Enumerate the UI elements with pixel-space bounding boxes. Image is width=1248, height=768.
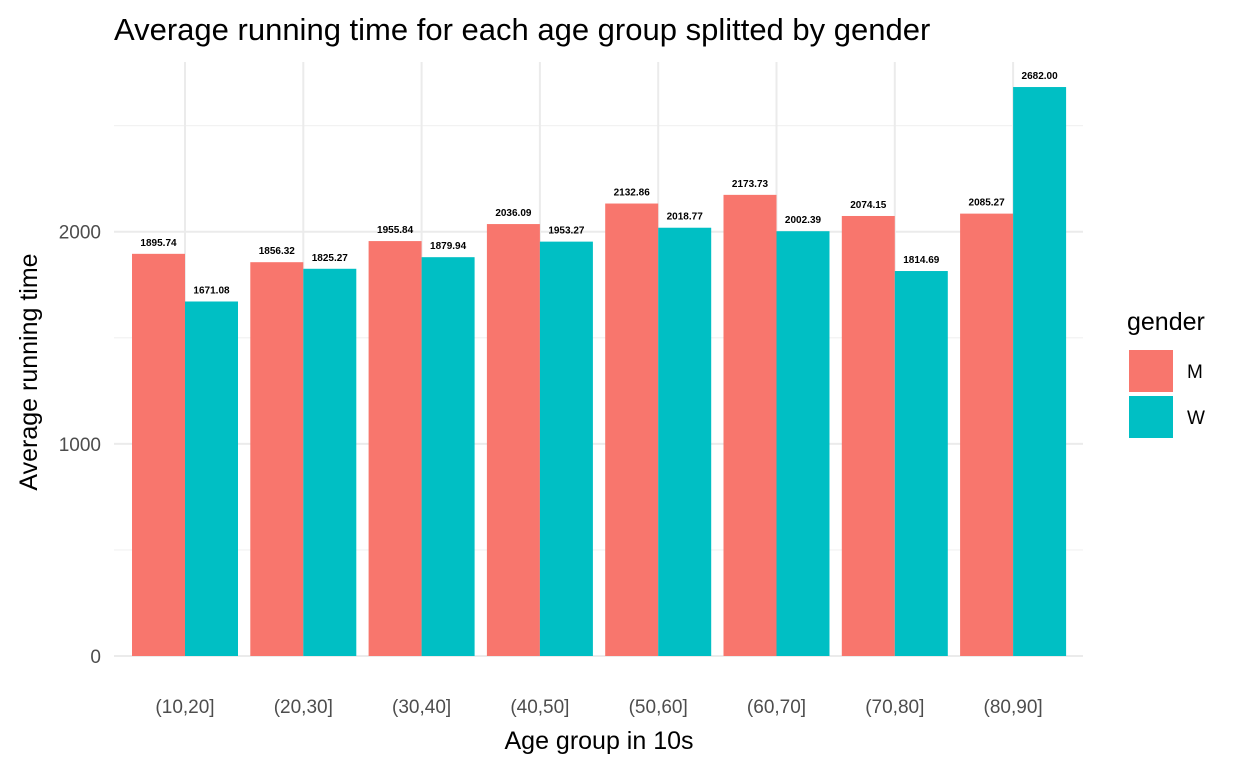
bar-M-4 (605, 203, 659, 656)
legend-swatch-M (1129, 350, 1173, 392)
bar-label-W-5: 2002.39 (785, 215, 822, 226)
legend-items: MW (1129, 350, 1205, 438)
axis-ticks: 0 1000 2000 (10,20] (20,30] (30,40] (40,50] (50… (59, 223, 1043, 718)
bar-W-0 (185, 301, 238, 656)
x-tick-label: (60,70] (747, 697, 806, 718)
bars (132, 87, 1067, 657)
legend-swatch-W (1129, 396, 1173, 438)
bar-label-M-7: 2085.27 (969, 198, 1006, 209)
bar-label-W-2: 1879.94 (430, 241, 467, 252)
bar-label-W-4: 2018.77 (667, 212, 704, 223)
bar-W-5 (776, 231, 830, 656)
bar-M-7 (960, 213, 1014, 656)
x-tick-label: (30,40] (392, 697, 451, 718)
bar-W-6 (894, 271, 948, 656)
x-tick-label: (20,30] (274, 697, 333, 718)
x-tick-label: (40,50] (510, 697, 569, 718)
x-tick-label: (80,90] (984, 697, 1043, 718)
x-tick-label: (50,60] (629, 697, 688, 718)
bar-W-3 (539, 241, 593, 656)
bar-W-1 (303, 268, 357, 656)
bar-M-5 (723, 194, 777, 656)
bar-W-7 (1013, 87, 1067, 657)
bar-M-1 (250, 262, 304, 656)
legend-title: gender (1127, 308, 1205, 336)
bar-label-M-3: 2036.09 (495, 208, 532, 219)
bar-M-0 (132, 253, 185, 656)
bar-label-W-0: 1671.08 (193, 285, 230, 296)
bar-M-6 (841, 215, 895, 656)
bar-label-W-1: 1825.27 (312, 253, 349, 264)
bar-W-2 (421, 257, 475, 656)
bar-label-W-6: 1814.69 (903, 255, 940, 266)
bar-label-M-0: 1895.74 (140, 238, 177, 249)
bar-W-4 (658, 227, 712, 656)
legend-label-W: W (1187, 408, 1205, 429)
bar-label-W-3: 1953.27 (548, 226, 585, 237)
bar-label-M-1: 1856.32 (259, 246, 296, 257)
y-tick-label: 1000 (59, 435, 101, 456)
y-axis-title: Average running time (15, 253, 43, 490)
legend: gender MW (1127, 308, 1205, 438)
bar-M-2 (368, 241, 422, 656)
bar-label-W-7: 2682.00 (1022, 71, 1059, 82)
x-tick-label: (70,80] (865, 697, 924, 718)
bar-label-M-6: 2074.15 (850, 200, 887, 211)
bar-label-M-2: 1955.84 (377, 225, 414, 236)
bar-label-M-5: 2173.73 (732, 179, 769, 190)
legend-label-M: M (1187, 362, 1203, 383)
x-axis-title: Age group in 10s (504, 727, 693, 755)
bar-M-3 (486, 224, 540, 656)
y-tick-label: 0 (90, 647, 101, 668)
x-tick-label: (10,20] (155, 697, 214, 718)
bar-labels: 1895.74 1856.32 1955.84 2036.09 2132.86 2173.… (140, 71, 1058, 296)
y-tick-label: 2000 (59, 223, 101, 244)
chart-title: Average running time for each age group … (114, 12, 930, 47)
bar-label-M-4: 2132.86 (614, 188, 651, 199)
